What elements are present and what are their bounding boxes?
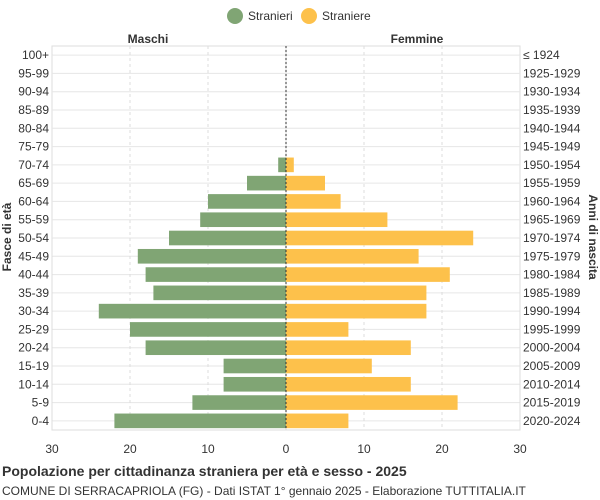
age-group-label: 50-54 [18,231,49,245]
birth-year-label: 1955-1959 [523,176,581,190]
axis-labels: 30 20 10 0 10 20 30 100+ ≤ 1924 95-99 1925-1929 90-… [18,48,580,456]
bar-male-30-34 [98,303,286,319]
bar-female-30-34 [286,303,427,319]
bar-female-40-44 [286,267,450,282]
age-group-label: 40-44 [18,268,49,282]
bar-female-15-19 [286,358,372,374]
chart-title: Popolazione per cittadinanza straniera p… [2,463,407,479]
age-group-label: 60-64 [18,194,49,208]
birth-year-label: 2000-2004 [523,341,581,355]
birth-year-label: 2010-2014 [523,377,581,391]
bars [98,157,474,429]
bar-male-0-4 [114,413,287,429]
age-group-label: 20-24 [18,341,49,355]
age-group-label: 5-9 [32,396,50,410]
x-tick-label: 0 [283,442,290,456]
bar-male-45-49 [137,248,286,264]
age-group-label: 85-89 [18,103,49,117]
bar-female-55-59 [286,212,388,228]
age-group-label: 15-19 [18,359,49,373]
header-maschi: Maschi [128,32,169,46]
legend-label-stranieri: Stranieri [248,9,293,23]
age-group-label: 25-29 [18,322,49,336]
birth-year-label: 1930-1934 [523,85,581,99]
birth-year-label: 1975-1979 [523,249,581,263]
legend-marker-stranieri [227,8,243,24]
bar-female-65-69 [286,175,325,191]
bar-female-70-74 [286,157,294,173]
bar-male-15-19 [223,358,286,374]
age-group-label: 90-94 [18,85,49,99]
birth-year-label: 1950-1954 [523,158,581,172]
bar-male-60-64 [208,194,286,209]
bar-male-55-59 [200,212,286,228]
birth-year-label: 1945-1949 [523,140,581,154]
age-group-label: 30-34 [18,304,49,318]
bar-female-10-14 [286,376,411,392]
bar-female-60-64 [286,194,341,209]
bar-female-25-29 [286,322,349,337]
birth-year-label: 1995-1999 [523,322,581,336]
age-group-label: 35-39 [18,286,49,300]
birth-year-label: 2015-2019 [523,396,581,410]
bar-female-20-24 [286,340,411,356]
bar-male-70-74 [278,157,286,173]
bar-male-25-29 [130,322,286,337]
age-group-label: 95-99 [18,66,49,80]
bar-male-10-14 [223,376,286,392]
legend-label-straniere: Straniere [322,9,371,23]
x-tick-label: 10 [201,442,215,456]
bar-male-50-54 [169,230,286,246]
birth-year-label: ≤ 1924 [523,48,560,62]
birth-year-label: 1940-1944 [523,121,581,135]
bar-male-40-44 [145,267,286,282]
bar-male-65-69 [247,175,286,191]
chart-subtitle: COMUNE DI SERRACAPRIOLA (FG) - Dati ISTA… [2,484,526,498]
age-group-label: 0-4 [32,414,50,428]
age-group-label: 80-84 [18,121,49,135]
birth-year-label: 1980-1984 [523,268,581,282]
birth-year-label: 1965-1969 [523,213,581,227]
x-tick-label: 30 [513,442,527,456]
bar-female-35-39 [286,285,427,301]
bar-female-0-4 [286,413,349,429]
birth-year-label: 1970-1974 [523,231,581,245]
y-axis-title-left: Fasce di età [0,202,14,271]
age-group-label: 70-74 [18,158,49,172]
age-group-label: 65-69 [18,176,49,190]
x-tick-label: 10 [357,442,371,456]
bar-female-5-9 [286,395,458,410]
y-axis-title-right: Anni di nascita [586,194,600,280]
bar-male-5-9 [192,395,286,410]
bar-male-20-24 [145,340,286,356]
population-pyramid-chart: 30 20 10 0 10 20 30 100+ ≤ 1924 95-99 1925-1929 90-… [0,8,600,456]
age-group-label: 75-79 [18,140,49,154]
bar-female-50-54 [286,230,474,246]
birth-year-label: 1960-1964 [523,194,581,208]
bar-female-45-49 [286,248,419,264]
x-tick-label: 30 [45,442,59,456]
age-group-label: 45-49 [18,249,49,263]
age-group-label: 55-59 [18,213,49,227]
legend: Stranieri Straniere [227,8,371,24]
birth-year-label: 2020-2024 [523,414,581,428]
legend-marker-straniere [301,8,317,24]
birth-year-label: 1985-1989 [523,286,581,300]
header-femmine: Femmine [391,32,444,46]
x-tick-label: 20 [435,442,449,456]
age-group-label: 10-14 [18,377,49,391]
birth-year-label: 1935-1939 [523,103,581,117]
age-group-label: 100+ [22,48,49,62]
birth-year-label: 1990-1994 [523,304,581,318]
birth-year-label: 1925-1929 [523,66,581,80]
x-tick-label: 20 [123,442,137,456]
bar-male-35-39 [153,285,286,301]
birth-year-label: 2005-2009 [523,359,581,373]
